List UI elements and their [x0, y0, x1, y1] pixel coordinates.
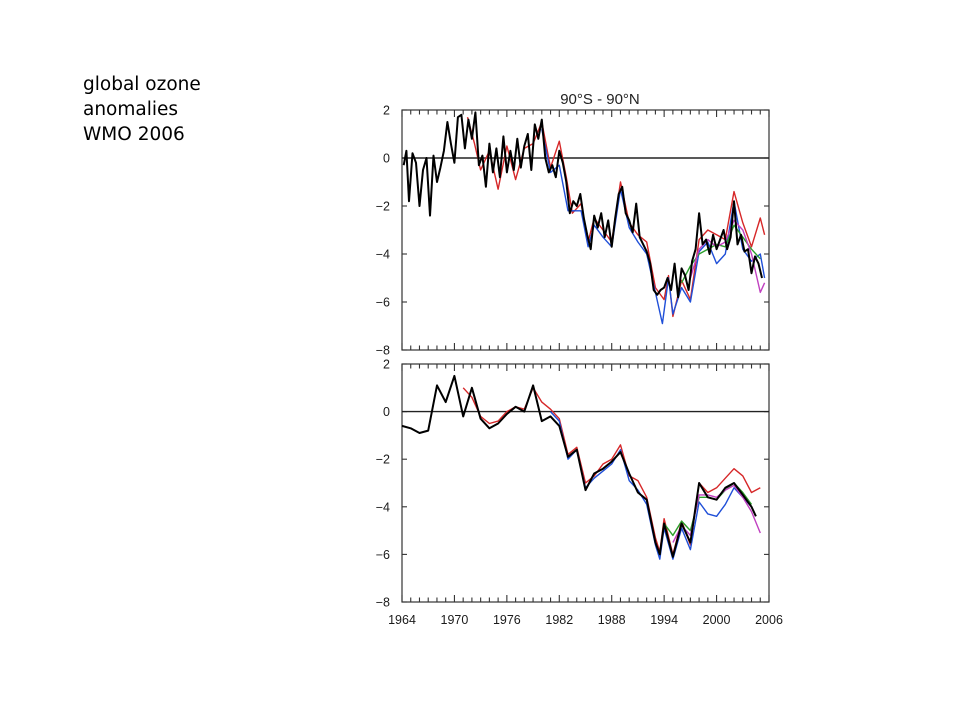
caption-line-1: global ozone — [83, 74, 201, 95]
x-tick-label: 2006 — [755, 613, 783, 627]
x-tick-label: 1970 — [441, 613, 469, 627]
y-tick-label: −6 — [376, 548, 390, 562]
caption-line-3: WMO 2006 — [83, 124, 185, 145]
x-tick-label: 1994 — [650, 613, 678, 627]
y-tick-label: −8 — [376, 344, 390, 358]
y-tick-label: 2 — [383, 358, 390, 372]
x-tick-label: 1982 — [545, 613, 573, 627]
series-line-4 — [402, 111, 763, 299]
x-tick-label: 1988 — [598, 613, 626, 627]
x-tick-label: 1964 — [388, 613, 416, 627]
y-tick-label: −8 — [376, 596, 390, 610]
x-tick-label: 2000 — [703, 613, 731, 627]
caption: global ozone anomalies WMO 2006 — [83, 72, 201, 147]
series-line-1 — [541, 129, 766, 325]
y-tick-label: 0 — [383, 405, 390, 419]
series-line-3 — [672, 484, 761, 543]
x-tick-label: 1976 — [493, 613, 521, 627]
y-tick-label: −2 — [376, 453, 390, 467]
y-tick-label: 0 — [383, 152, 390, 166]
caption-line-2: anomalies — [83, 99, 179, 120]
top-panel: 2 0 −2 −4 −6 −8 — [376, 104, 770, 358]
series-line-4 — [401, 374, 757, 558]
y-tick-label: 2 — [383, 104, 390, 118]
y-tick-label: −2 — [376, 200, 390, 214]
y-tick-label: −6 — [376, 296, 390, 310]
chart-title: 90°S - 90°N — [560, 91, 640, 108]
y-tick-label: −4 — [376, 500, 390, 514]
bottom-panel: 2 0 −2 −4 −6 −8 1964 1970 1976 1982 1988 1994 2000 20… — [376, 358, 783, 628]
y-tick-label: −4 — [376, 248, 390, 262]
